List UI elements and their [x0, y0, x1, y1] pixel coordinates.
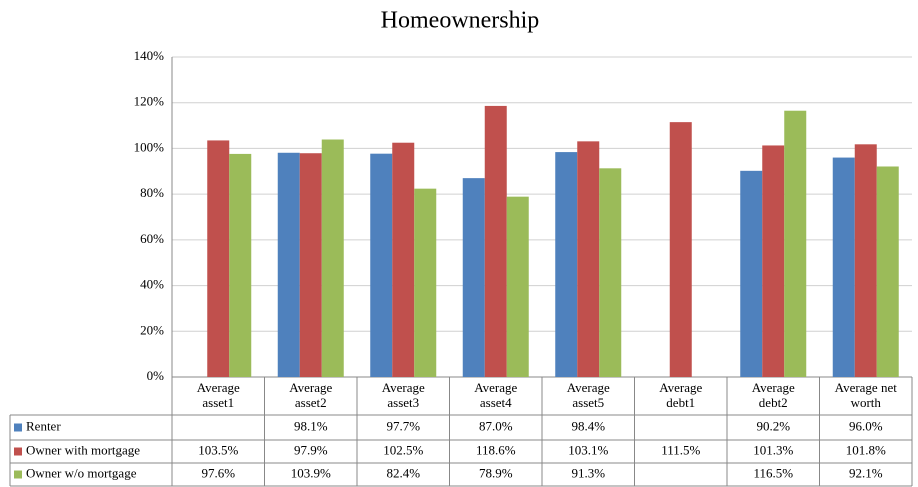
bar — [321, 139, 344, 377]
table-value: 116.5% — [753, 465, 793, 480]
bar — [277, 152, 300, 377]
x-tick-label: Average asset3 — [381, 380, 425, 410]
table-value: 97.7% — [386, 418, 420, 433]
y-tick-label: 20% — [140, 322, 164, 337]
table-value: 102.5% — [383, 442, 423, 457]
table-value: 82.4% — [386, 465, 420, 480]
bar — [740, 170, 763, 377]
table-value: 97.9% — [294, 442, 328, 457]
bar — [462, 178, 485, 377]
bar — [784, 110, 807, 377]
legend-swatch — [14, 470, 22, 479]
bar — [299, 153, 322, 377]
bar — [599, 168, 622, 377]
table-value: 92.1% — [849, 465, 883, 480]
table-value: 103.9% — [291, 465, 331, 480]
bar — [506, 196, 529, 377]
bar — [555, 152, 578, 377]
y-tick-label: 60% — [140, 231, 164, 246]
y-tick-label: 40% — [140, 277, 164, 292]
table-value: 101.3% — [753, 442, 793, 457]
table-value: 98.1% — [294, 418, 328, 433]
x-tick-label: Average asset4 — [474, 380, 518, 410]
table-value: 78.9% — [479, 465, 513, 480]
bar — [854, 144, 877, 377]
legend-label: Owner with mortgage — [26, 442, 140, 457]
table-value: 98.4% — [571, 418, 605, 433]
x-tick-label: Average debt1 — [659, 380, 703, 410]
bar — [484, 105, 507, 378]
legend-swatch — [14, 423, 22, 432]
legend-swatch — [14, 447, 22, 456]
legend-label: Renter — [26, 418, 61, 433]
bar — [392, 142, 415, 377]
x-tick-label: Average net worth — [834, 380, 897, 410]
bar — [207, 140, 230, 377]
table-value: 96.0% — [849, 418, 883, 433]
x-tick-label: Average asset2 — [289, 380, 333, 410]
table-value: 101.8% — [846, 442, 886, 457]
y-tick-label: 140% — [134, 48, 165, 63]
table-value: 90.2% — [756, 418, 790, 433]
bar — [414, 188, 437, 377]
table-value: 103.1% — [568, 442, 608, 457]
bar — [669, 122, 692, 378]
table-value: 111.5% — [661, 442, 700, 457]
table-value: 91.3% — [571, 465, 605, 480]
x-tick-label: Average asset5 — [566, 380, 610, 410]
bar — [876, 166, 899, 377]
y-tick-label: 120% — [134, 94, 165, 109]
bar — [577, 141, 600, 377]
bar — [370, 153, 393, 377]
table-value: 103.5% — [198, 442, 238, 457]
y-tick-label: 80% — [140, 185, 164, 200]
legend-label: Owner w/o mortgage — [26, 465, 137, 480]
bar — [229, 153, 252, 377]
y-tick-label: 0% — [147, 368, 165, 383]
table-value: 118.6% — [476, 442, 516, 457]
x-tick-label: Average debt2 — [751, 380, 795, 410]
bar — [832, 157, 855, 377]
bar — [762, 145, 785, 377]
chart-title: Homeownership — [381, 8, 540, 34]
y-tick-label: 100% — [134, 139, 165, 154]
table-value: 87.0% — [479, 418, 513, 433]
table-value: 97.6% — [201, 465, 235, 480]
x-tick-label: Average asset1 — [196, 380, 240, 410]
